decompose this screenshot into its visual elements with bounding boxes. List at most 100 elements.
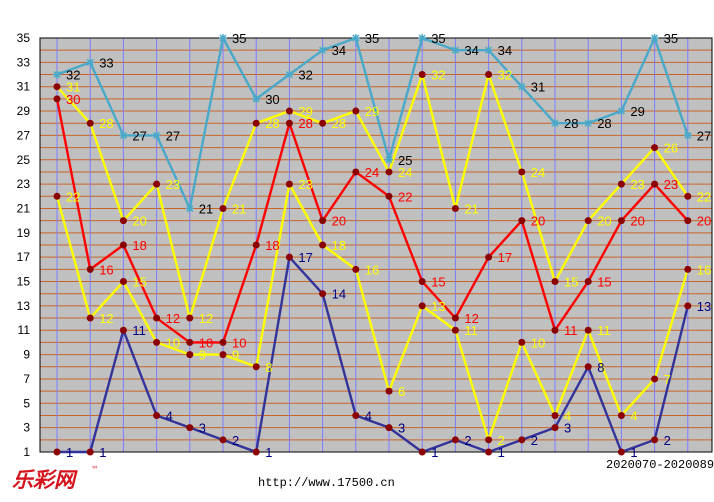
data-label: 34 [464, 43, 478, 58]
data-label: 23 [630, 177, 644, 192]
dot-marker [451, 314, 459, 322]
dot-marker [319, 290, 327, 298]
star-marker [584, 119, 593, 128]
y-tick-label: 3 [23, 421, 30, 435]
dot-marker [485, 436, 493, 444]
data-label: 4 [166, 408, 173, 423]
dot-marker [119, 326, 127, 334]
dot-marker [385, 192, 393, 200]
data-label: 2 [232, 433, 239, 448]
star-marker [351, 34, 360, 42]
dot-marker [119, 217, 127, 225]
website-url: http://www.17500.cn [258, 476, 395, 490]
data-label: 32 [66, 68, 80, 83]
data-label: 12 [99, 311, 113, 326]
dot-marker [219, 351, 227, 359]
data-label: 23 [298, 177, 312, 192]
series-line-s4 [55, 182, 689, 442]
dot-marker [319, 119, 327, 127]
data-label: 29 [298, 104, 312, 119]
data-label: 27 [697, 128, 711, 143]
dot-marker [86, 314, 94, 322]
dot-marker [418, 302, 426, 310]
data-label: 18 [332, 238, 346, 253]
data-label: 25 [398, 153, 412, 168]
data-label: 28 [99, 116, 113, 131]
y-tick-label: 11 [18, 323, 31, 337]
dot-marker [285, 119, 293, 127]
data-label: 18 [265, 238, 279, 253]
data-label: 9 [232, 348, 239, 363]
dot-marker [53, 95, 61, 103]
star-marker [650, 34, 659, 42]
dot-marker [186, 314, 194, 322]
data-label: 27 [132, 128, 146, 143]
star-marker [53, 70, 61, 79]
data-label: 27 [166, 128, 180, 143]
data-label: 20 [597, 214, 611, 229]
dot-marker [219, 338, 227, 346]
data-label: 35 [431, 31, 445, 46]
data-label: 32 [431, 68, 445, 83]
dot-marker [153, 314, 161, 322]
dot-marker [252, 241, 260, 249]
dot-marker [153, 338, 161, 346]
data-label: 31 [531, 80, 545, 95]
data-label: 8 [265, 360, 272, 375]
dot-marker [485, 448, 493, 456]
data-label: 28 [564, 116, 578, 131]
y-tick-label: 9 [23, 348, 30, 362]
star-marker [152, 131, 161, 140]
dot-marker [252, 119, 260, 127]
star-marker [683, 131, 692, 140]
dot-marker [352, 107, 360, 115]
series-line-s5 [57, 255, 689, 454]
data-label: 29 [365, 104, 379, 119]
dot-marker [86, 119, 94, 127]
data-label: 3 [199, 421, 206, 436]
dot-marker [584, 326, 592, 334]
y-tick-label: 15 [17, 275, 31, 289]
data-label: 23 [166, 177, 180, 192]
dot-marker [53, 448, 61, 456]
data-label: 22 [66, 189, 80, 204]
dot-marker [252, 363, 260, 371]
data-label: 32 [498, 68, 512, 83]
period-label: 2020070-2020089 [606, 458, 714, 472]
data-label: 17 [298, 250, 312, 265]
dot-marker [551, 326, 559, 334]
dot-marker [518, 168, 526, 176]
dot-marker [285, 107, 293, 115]
series-line-s3 [55, 98, 689, 344]
data-label: 3 [564, 421, 571, 436]
data-label: 4 [630, 408, 637, 423]
dot-marker [584, 278, 592, 286]
series-lines [55, 36, 689, 454]
dot-marker [617, 217, 625, 225]
data-label: 17 [498, 250, 512, 265]
y-tick-label: 29 [17, 104, 31, 118]
data-label: 16 [99, 262, 113, 277]
y-tick-label: 35 [17, 31, 31, 45]
data-label: 20 [132, 214, 146, 229]
dot-marker [285, 253, 293, 261]
grid-lines [39, 37, 713, 453]
dot-marker [684, 302, 692, 310]
star-marker [617, 107, 626, 116]
dot-marker [551, 411, 559, 419]
data-label: 1 [66, 445, 73, 460]
dot-marker [518, 436, 526, 444]
data-label: 11 [464, 323, 478, 338]
dot-marker [551, 424, 559, 432]
dot-marker [451, 326, 459, 334]
data-label: 13 [697, 299, 711, 314]
dot-marker [485, 253, 493, 261]
y-tick-label: 33 [17, 55, 31, 69]
dot-marker [617, 180, 625, 188]
data-label: 24 [365, 165, 379, 180]
data-label: 24 [398, 165, 412, 180]
star-marker [219, 34, 227, 42]
y-tick-label: 25 [17, 153, 31, 167]
